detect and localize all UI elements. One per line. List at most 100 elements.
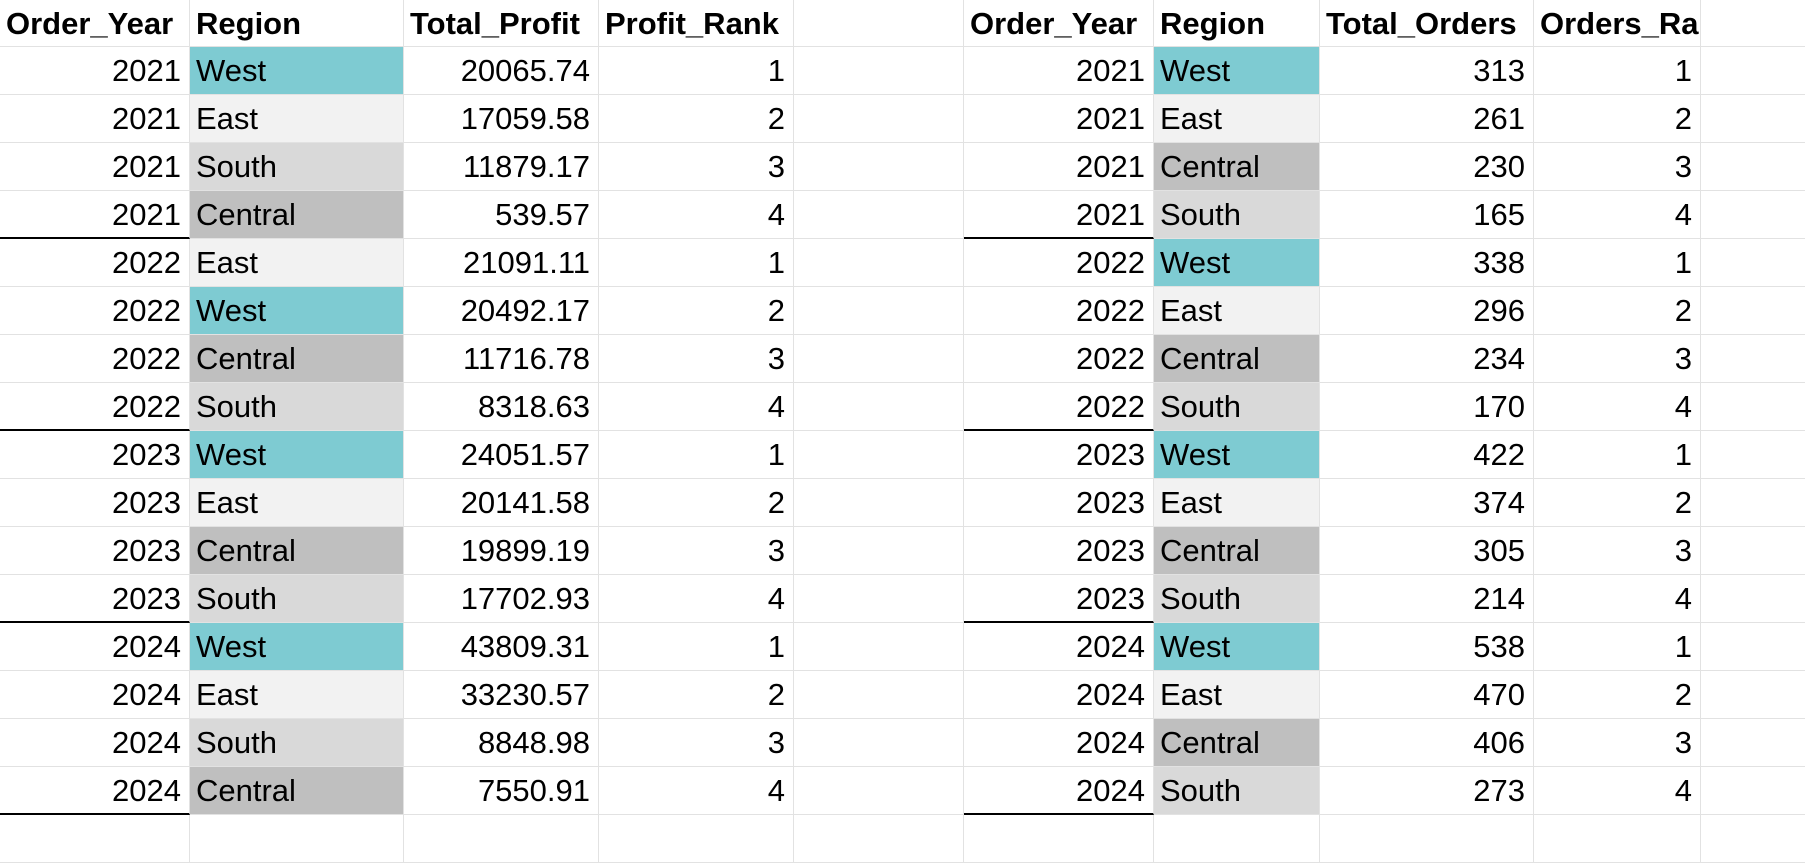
- empty-right-cell[interactable]: [1701, 239, 1805, 287]
- empty-gap-cell[interactable]: [794, 143, 964, 191]
- orders-table-empty-cell[interactable]: [1534, 815, 1701, 863]
- orders-table-region-cell[interactable]: Central: [1154, 335, 1320, 383]
- profit-table-header-total-profit[interactable]: Total_Profit: [404, 0, 599, 47]
- profit-table-header-order-year[interactable]: Order_Year: [0, 0, 190, 47]
- orders-table-region-cell[interactable]: South: [1154, 191, 1320, 239]
- profit-table-cell-order-year[interactable]: 2024: [0, 671, 190, 719]
- orders-table-cell-total-orders[interactable]: 296: [1320, 287, 1534, 335]
- orders-table-cell-orders-rank[interactable]: 1: [1534, 239, 1701, 287]
- orders-table-cell-orders-rank[interactable]: 4: [1534, 383, 1701, 431]
- empty-right-cell[interactable]: [1701, 431, 1805, 479]
- profit-table-cell-profit-rank[interactable]: 4: [599, 191, 794, 239]
- orders-table-cell-total-orders[interactable]: 406: [1320, 719, 1534, 767]
- orders-table-cell-orders-rank[interactable]: 3: [1534, 335, 1701, 383]
- empty-right-cell[interactable]: [1701, 815, 1805, 863]
- empty-right-cell[interactable]: [1701, 47, 1805, 95]
- profit-table-cell-order-year[interactable]: 2021: [0, 143, 190, 191]
- empty-gap-cell[interactable]: [794, 671, 964, 719]
- empty-right-cell[interactable]: [1701, 671, 1805, 719]
- profit-table-region-cell[interactable]: South: [190, 575, 404, 623]
- profit-table-cell-order-year[interactable]: 2022: [0, 239, 190, 287]
- profit-table-header-region[interactable]: Region: [190, 0, 404, 47]
- orders-table-cell-total-orders[interactable]: 422: [1320, 431, 1534, 479]
- profit-table-cell-profit-rank[interactable]: 2: [599, 287, 794, 335]
- orders-table-cell-orders-rank[interactable]: 2: [1534, 479, 1701, 527]
- profit-table-cell-order-year[interactable]: 2024: [0, 767, 190, 815]
- profit-table-region-cell[interactable]: West: [190, 47, 404, 95]
- orders-table-cell-orders-rank[interactable]: 3: [1534, 143, 1701, 191]
- orders-table-header-region[interactable]: Region: [1154, 0, 1320, 47]
- orders-table-cell-order-year[interactable]: 2022: [964, 383, 1154, 431]
- orders-table-region-cell[interactable]: Central: [1154, 527, 1320, 575]
- orders-table-cell-order-year[interactable]: 2021: [964, 143, 1154, 191]
- profit-table-region-cell[interactable]: South: [190, 719, 404, 767]
- empty-gap-cell[interactable]: [794, 623, 964, 671]
- orders-table-cell-total-orders[interactable]: 305: [1320, 527, 1534, 575]
- orders-table-cell-order-year[interactable]: 2023: [964, 479, 1154, 527]
- orders-table-cell-order-year[interactable]: 2022: [964, 335, 1154, 383]
- empty-gap-cell[interactable]: [794, 239, 964, 287]
- empty-gap-cell[interactable]: [794, 191, 964, 239]
- empty-gap-cell[interactable]: [794, 815, 964, 863]
- orders-table-cell-orders-rank[interactable]: 2: [1534, 287, 1701, 335]
- orders-table-header-orders-rank[interactable]: Orders_Rank: [1534, 0, 1701, 47]
- profit-table-cell-profit-rank[interactable]: 4: [599, 575, 794, 623]
- orders-table-cell-total-orders[interactable]: 273: [1320, 767, 1534, 815]
- orders-table-cell-orders-rank[interactable]: 2: [1534, 95, 1701, 143]
- profit-table-region-cell[interactable]: Central: [190, 527, 404, 575]
- profit-table-region-cell[interactable]: West: [190, 431, 404, 479]
- orders-table-region-cell[interactable]: South: [1154, 383, 1320, 431]
- empty-gap-cell[interactable]: [794, 95, 964, 143]
- profit-table-cell-order-year[interactable]: 2024: [0, 623, 190, 671]
- profit-table-region-cell[interactable]: Central: [190, 767, 404, 815]
- profit-table-region-cell[interactable]: South: [190, 383, 404, 431]
- profit-table-cell-order-year[interactable]: 2023: [0, 479, 190, 527]
- orders-table-cell-total-orders[interactable]: 261: [1320, 95, 1534, 143]
- profit-table-cell-total-profit[interactable]: 21091.11: [404, 239, 599, 287]
- profit-table-cell-total-profit[interactable]: 17059.58: [404, 95, 599, 143]
- orders-table-cell-total-orders[interactable]: 165: [1320, 191, 1534, 239]
- orders-table-cell-total-orders[interactable]: 214: [1320, 575, 1534, 623]
- profit-table-cell-order-year[interactable]: 2023: [0, 431, 190, 479]
- orders-table-cell-orders-rank[interactable]: 3: [1534, 719, 1701, 767]
- profit-table-cell-profit-rank[interactable]: 2: [599, 479, 794, 527]
- orders-table-region-cell[interactable]: Central: [1154, 143, 1320, 191]
- profit-table-cell-total-profit[interactable]: 11716.78: [404, 335, 599, 383]
- profit-table-cell-order-year[interactable]: 2022: [0, 287, 190, 335]
- orders-table-cell-order-year[interactable]: 2021: [964, 95, 1154, 143]
- orders-table-cell-order-year[interactable]: 2023: [964, 431, 1154, 479]
- profit-table-cell-order-year[interactable]: 2021: [0, 191, 190, 239]
- empty-right-cell[interactable]: [1701, 95, 1805, 143]
- orders-table-cell-order-year[interactable]: 2024: [964, 767, 1154, 815]
- profit-table-region-cell[interactable]: East: [190, 671, 404, 719]
- orders-table-cell-orders-rank[interactable]: 2: [1534, 671, 1701, 719]
- profit-table-cell-order-year[interactable]: 2024: [0, 719, 190, 767]
- orders-table-cell-order-year[interactable]: 2021: [964, 191, 1154, 239]
- orders-table-region-cell[interactable]: West: [1154, 47, 1320, 95]
- orders-table-cell-orders-rank[interactable]: 1: [1534, 431, 1701, 479]
- orders-table-cell-order-year[interactable]: 2024: [964, 719, 1154, 767]
- orders-table-cell-orders-rank[interactable]: 1: [1534, 47, 1701, 95]
- profit-table-cell-total-profit[interactable]: 11879.17: [404, 143, 599, 191]
- orders-table-region-cell[interactable]: South: [1154, 575, 1320, 623]
- orders-table-cell-total-orders[interactable]: 313: [1320, 47, 1534, 95]
- orders-table-cell-orders-rank[interactable]: 4: [1534, 191, 1701, 239]
- empty-gap-cell[interactable]: [794, 767, 964, 815]
- orders-table-header-order-year[interactable]: Order_Year: [964, 0, 1154, 47]
- empty-right-cell[interactable]: [1701, 719, 1805, 767]
- empty-right-cell[interactable]: [1701, 191, 1805, 239]
- profit-table-region-cell[interactable]: West: [190, 287, 404, 335]
- profit-table-cell-profit-rank[interactable]: 1: [599, 431, 794, 479]
- profit-table-cell-profit-rank[interactable]: 3: [599, 335, 794, 383]
- orders-table-cell-total-orders[interactable]: 230: [1320, 143, 1534, 191]
- profit-table-region-cell[interactable]: East: [190, 95, 404, 143]
- orders-table-region-cell[interactable]: East: [1154, 287, 1320, 335]
- profit-table-cell-total-profit[interactable]: 17702.93: [404, 575, 599, 623]
- profit-table-cell-profit-rank[interactable]: 2: [599, 671, 794, 719]
- profit-table-cell-profit-rank[interactable]: 2: [599, 95, 794, 143]
- empty-gap-cell[interactable]: [794, 479, 964, 527]
- profit-table-cell-profit-rank[interactable]: 1: [599, 239, 794, 287]
- profit-table-cell-order-year[interactable]: 2022: [0, 383, 190, 431]
- orders-table-region-cell[interactable]: Central: [1154, 719, 1320, 767]
- empty-right-cell[interactable]: [1701, 767, 1805, 815]
